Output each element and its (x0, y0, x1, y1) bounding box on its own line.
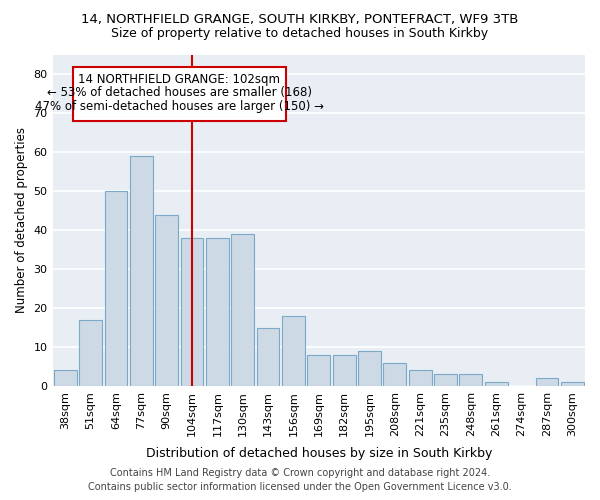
Bar (358, 351, 381, 386)
Bar (231, 234, 254, 386)
Bar (54, 370, 77, 386)
Bar (181, 238, 203, 386)
Text: 14, NORTHFIELD GRANGE, SOUTH KIRKBY, PONTEFRACT, WF9 3TB: 14, NORTHFIELD GRANGE, SOUTH KIRKBY, PON… (82, 12, 518, 26)
Bar (536, 378, 559, 386)
Bar (561, 382, 584, 386)
X-axis label: Distribution of detached houses by size in South Kirkby: Distribution of detached houses by size … (146, 447, 492, 460)
Text: Size of property relative to detached houses in South Kirkby: Size of property relative to detached ho… (112, 28, 488, 40)
Bar (460, 374, 482, 386)
Bar (79, 320, 102, 386)
Bar (409, 370, 431, 386)
Bar (485, 382, 508, 386)
Bar (282, 316, 305, 386)
Bar (155, 214, 178, 386)
Bar (73, 66, 286, 121)
Bar (383, 362, 406, 386)
Bar (257, 328, 280, 386)
Bar (307, 355, 330, 386)
Text: ← 53% of detached houses are smaller (168): ← 53% of detached houses are smaller (16… (47, 86, 312, 99)
Bar (434, 374, 457, 386)
Bar (130, 156, 152, 386)
Y-axis label: Number of detached properties: Number of detached properties (15, 128, 28, 314)
Text: 47% of semi-detached houses are larger (150) →: 47% of semi-detached houses are larger (… (35, 100, 324, 113)
Text: Contains HM Land Registry data © Crown copyright and database right 2024.
Contai: Contains HM Land Registry data © Crown c… (88, 468, 512, 492)
Bar (104, 192, 127, 386)
Text: 14 NORTHFIELD GRANGE: 102sqm: 14 NORTHFIELD GRANGE: 102sqm (79, 72, 280, 86)
Bar (206, 238, 229, 386)
Bar (333, 355, 356, 386)
